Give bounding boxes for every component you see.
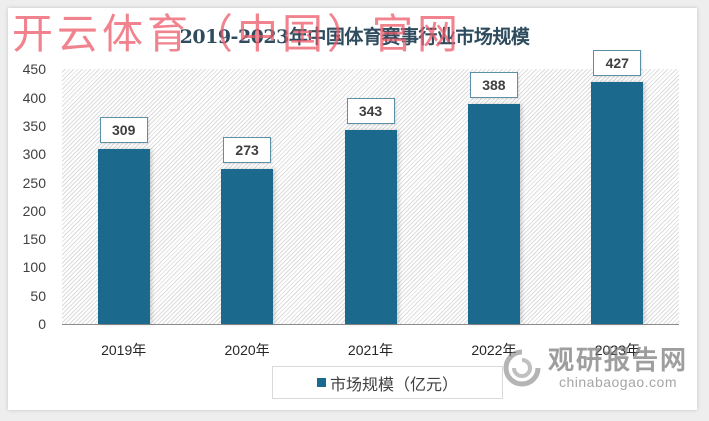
x-tick: 2023年 bbox=[594, 342, 640, 358]
data-label: 273 bbox=[223, 137, 272, 164]
y-tick: 250 bbox=[22, 175, 46, 191]
bar bbox=[467, 104, 520, 324]
bar bbox=[591, 82, 644, 324]
y-tick: 0 bbox=[38, 316, 46, 332]
legend: 市场规模（亿元） bbox=[272, 366, 503, 399]
y-tick: 150 bbox=[22, 231, 46, 247]
y-tick: 400 bbox=[22, 90, 46, 106]
y-tick: 200 bbox=[22, 203, 46, 219]
legend-label: 市场规模（亿元） bbox=[329, 376, 458, 394]
x-axis-line bbox=[62, 324, 679, 325]
data-label: 343 bbox=[346, 97, 395, 124]
x-tick: 2021年 bbox=[347, 342, 394, 358]
y-tick: 100 bbox=[22, 259, 46, 275]
bar bbox=[97, 148, 150, 324]
y-tick: 450 bbox=[22, 61, 46, 77]
y-tick: 350 bbox=[22, 118, 46, 134]
y-tick: 300 bbox=[22, 146, 46, 162]
x-tick: 2022年 bbox=[471, 342, 517, 358]
bar bbox=[344, 129, 397, 324]
legend-swatch-icon bbox=[316, 378, 326, 387]
y-tick: 50 bbox=[30, 288, 46, 304]
data-label: 388 bbox=[469, 72, 518, 99]
chart-title: 2019-2023年中国体育赛事行业市场规模 bbox=[179, 26, 530, 48]
data-label: 427 bbox=[593, 50, 642, 77]
x-tick: 2020年 bbox=[224, 342, 270, 358]
data-label: 309 bbox=[99, 116, 148, 143]
bar bbox=[221, 169, 274, 324]
x-tick: 2019年 bbox=[101, 342, 147, 358]
